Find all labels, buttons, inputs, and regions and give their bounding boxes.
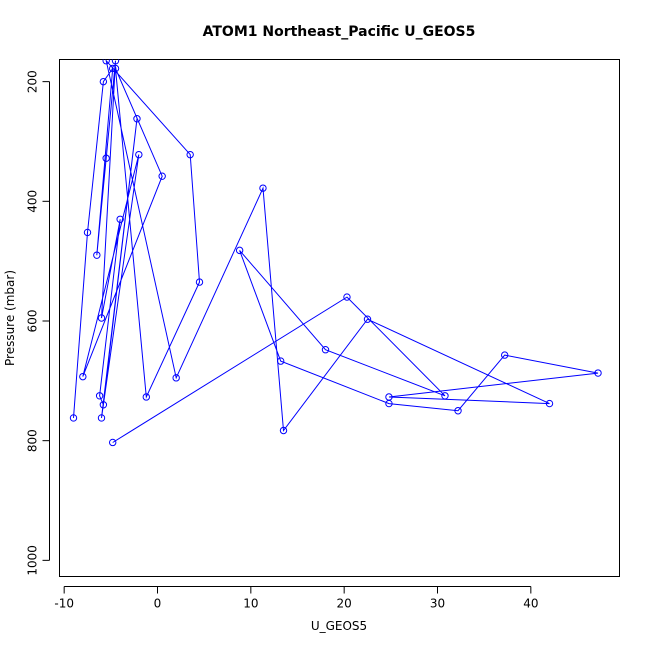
data-point (321, 346, 330, 354)
x-tick-label: -10 (54, 597, 74, 611)
series-line (73, 59, 599, 443)
chart-title: ATOM1 Northeast_Pacific U_GEOS5 (203, 24, 476, 40)
data-point (109, 438, 117, 447)
data-point (172, 374, 180, 382)
data-point (79, 372, 87, 381)
y-tick-label: 600 (26, 310, 40, 333)
x-axis: -10 0 10 20 30 40 (54, 586, 538, 611)
y-tick-label: 200 (26, 70, 40, 93)
y-tick-label: 800 (26, 429, 40, 452)
data-point (545, 399, 554, 408)
data-point (385, 399, 393, 408)
data-point (259, 184, 267, 192)
data-point (363, 315, 372, 323)
data-point (594, 369, 602, 377)
data-point (102, 59, 110, 65)
data-point (69, 414, 78, 422)
data-point (111, 64, 120, 73)
data-point (186, 150, 194, 159)
plot-frame (59, 59, 620, 577)
data-point (501, 351, 509, 359)
data-point (99, 401, 108, 409)
data-point (343, 293, 351, 301)
data-point (109, 64, 117, 73)
y-axis: 200 400 600 800 1000 (26, 70, 50, 576)
x-tick-label: 0 (154, 597, 162, 611)
data-point (116, 215, 124, 223)
data-point (97, 414, 106, 422)
data-point (95, 392, 104, 400)
y-tick-label: 1000 (26, 545, 40, 576)
data-point (454, 407, 462, 415)
y-axis-label: Pressure (mbar) (3, 270, 17, 366)
data-point (235, 246, 244, 255)
x-tick-label: 20 (337, 597, 352, 611)
x-tick-label: 40 (523, 597, 538, 611)
x-tick-label: 30 (430, 597, 445, 611)
data-point (158, 172, 166, 180)
data-point (135, 150, 143, 159)
data-point (99, 77, 108, 86)
data-point (277, 357, 285, 365)
data-point (83, 228, 92, 237)
x-tick-label: 10 (243, 597, 258, 611)
data-point (279, 426, 288, 435)
data-point (195, 278, 204, 286)
data-point (142, 393, 151, 401)
data-point (102, 154, 110, 162)
data-point (97, 314, 106, 322)
series-layer (69, 59, 602, 447)
series-group (69, 59, 602, 447)
x-axis-label: U_GEOS5 (311, 619, 367, 633)
y-tick-label: 400 (26, 190, 40, 213)
data-point (93, 251, 101, 259)
data-point (441, 392, 449, 400)
data-point (133, 115, 141, 123)
data-point (111, 59, 120, 65)
